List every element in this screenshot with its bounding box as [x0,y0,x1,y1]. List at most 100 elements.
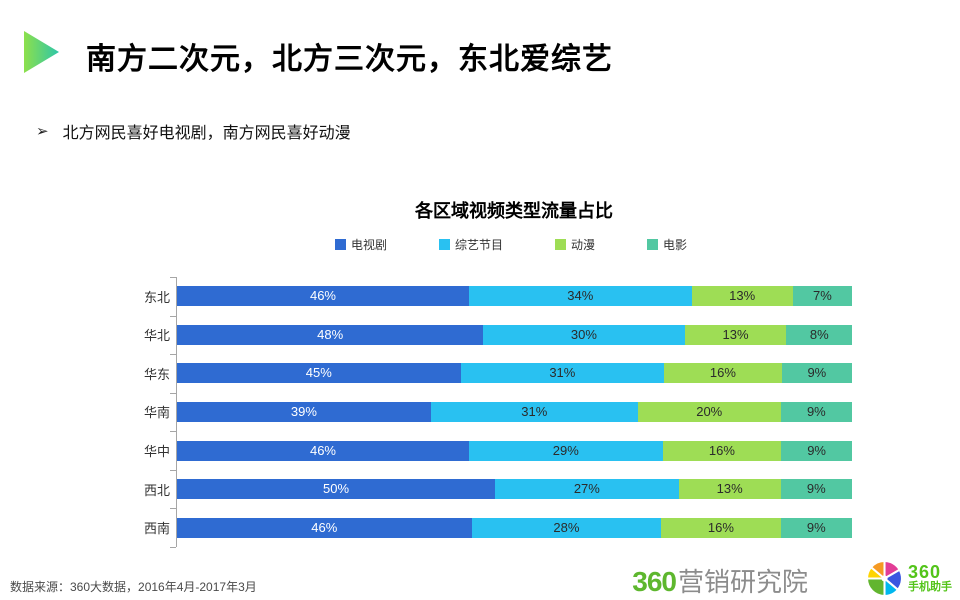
segment-value-label: 16% [709,365,736,381]
segment-value-label: 13% [716,481,743,497]
stacked-bar: 46% 29% 16% 9% [177,440,853,461]
axis-tick [170,431,176,433]
bar-segment: 39% [177,401,431,422]
data-source-note: 数据来源：360大数据，2016年4月-2017年3月 [10,580,257,594]
logo-research-suffix: 营销研究院 [677,567,808,597]
bar-segment: 46% [177,440,469,461]
pinwheel-logo-icon [866,560,903,597]
bullet-arrow-icon: ➢ [36,123,49,140]
segment-value-label: 7% [812,288,832,304]
assistant-360-text: 360 [908,562,942,583]
bar-segment: 50% [177,479,495,500]
segment-value-label: 28% [553,519,580,535]
segment-value-label: 13% [722,326,749,342]
logo-360-research: 360 营销研究院 [632,562,808,599]
bar-segment: 45% [177,363,461,384]
legend-swatch-icon [334,239,346,250]
bar-segment: 31% [430,401,638,422]
bar-segment: 29% [468,440,663,461]
segment-value-label: 46% [309,288,336,304]
segment-value-label: 9% [806,481,826,497]
plot-area: 东北 46% 34% 13% 7% 华北 48% 30% 13% 8% 华东 45% 31% 16% 9% 华… [130,277,853,548]
segment-value-label: 39% [290,403,317,419]
segment-value-label: 30% [570,326,597,342]
legend-label: 电视剧 [350,238,387,252]
chart-row: 华南 39% 31% 20% 9% [130,393,853,432]
bar-segment: 9% [781,363,852,384]
segment-value-label: 45% [305,365,332,381]
legend-swatch-icon [647,239,659,250]
bar-segment: 16% [662,440,782,461]
chart-legend: 电视剧 综艺节目 动漫 电影 [130,236,852,253]
bar-segment: 31% [460,363,665,384]
logo-360-mobile-assistant: 360 手机助手 [866,560,952,597]
stacked-bar: 46% 28% 16% 9% [177,517,852,538]
chart-row: 华中 46% 29% 16% 9% [130,431,853,470]
category-label: 华东 [143,366,170,382]
legend-label: 动漫 [571,238,596,252]
category-label: 东北 [143,289,170,305]
bar-segment: 34% [468,286,692,307]
axis-tick [170,277,176,278]
stacked-bar: 48% 30% 13% 8% [177,324,852,345]
segment-value-label: 46% [309,442,336,458]
bar-segment: 9% [781,440,853,461]
y-axis-line [176,277,177,547]
segment-value-label: 9% [807,442,826,458]
segment-value-label: 50% [322,481,350,497]
page-title: 南方二次元，北方三次元，东北爱综艺 [86,43,613,76]
axis-tick [170,392,176,394]
bar-segment: 28% [471,517,662,538]
chart-row: 西南 46% 28% 16% 9% [130,508,852,547]
chart-row: 西北 50% 27% 13% 9% [130,470,852,509]
bar-segment: 13% [678,479,781,500]
assistant-suffix-text: 手机助手 [908,581,952,594]
segment-value-label: 29% [552,442,579,458]
legend-item: 综艺节目 [438,236,503,253]
bar-segment: 46% [177,286,469,307]
axis-tick [170,469,176,471]
bar-segment: 30% [483,324,685,345]
legend-item: 电视剧 [334,236,387,253]
bar-segment: 16% [661,517,781,538]
legend-item: 动漫 [555,236,595,253]
axis-tick [170,547,176,548]
segment-value-label: 46% [311,519,338,535]
bar-segment: 48% [177,324,484,345]
segment-value-label: 31% [521,403,548,419]
bar-segment: 13% [684,324,787,345]
chart-title: 各区域视频类型流量占比 [415,201,613,221]
bar-segment: 8% [786,324,852,345]
segment-value-label: 9% [806,519,826,535]
legend-item: 电影 [647,236,687,253]
category-label: 华中 [143,444,170,460]
category-label: 华南 [143,405,170,421]
segment-value-label: 16% [708,442,735,458]
title-accent-triangle-icon [24,31,59,73]
stacked-bar: 45% 31% 16% 9% [177,363,852,384]
legend-label: 电影 [663,238,688,252]
bar-segment: 20% [637,401,781,422]
legend-swatch-icon [438,239,450,250]
axis-tick [170,508,176,510]
legend-swatch-icon [555,239,566,250]
segment-value-label: 9% [807,365,827,381]
stacked-bar: 39% 31% 20% 9% [177,401,853,422]
axis-tick [170,354,176,356]
bullet-text: 北方网民喜好电视剧，南方网民喜好动漫 [62,125,351,142]
bar-segment: 13% [691,286,793,307]
segment-value-label: 8% [809,326,829,342]
bullet-line: ➢ 北方网民喜好电视剧，南方网民喜好动漫 [36,119,351,143]
segment-value-label: 31% [549,365,576,381]
bar-segment: 9% [780,401,853,422]
segment-value-label: 13% [729,288,756,304]
category-label: 华北 [143,328,170,344]
chart-row: 东北 46% 34% 13% 7% [130,277,853,316]
bar-segment: 16% [664,363,782,384]
axis-tick [170,315,176,317]
segment-value-label: 9% [806,403,826,419]
bar-segment: 27% [495,479,679,500]
logo-360-text: 360 [632,566,677,597]
bar-segment: 46% [177,517,472,538]
segment-value-label: 27% [573,481,600,497]
